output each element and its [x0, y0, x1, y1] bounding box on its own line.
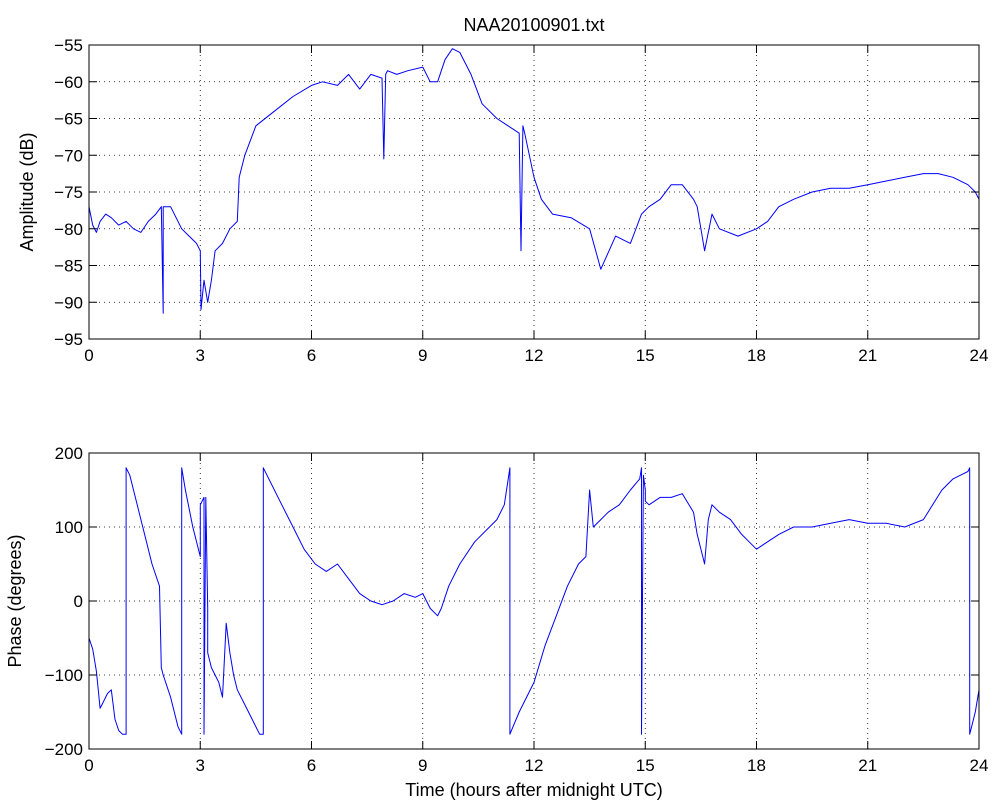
- amplitude-y-tick-label: −60: [54, 73, 83, 92]
- phase-y-tick-label: −200: [45, 740, 83, 759]
- phase-y-tick-label: 0: [74, 592, 83, 611]
- phase-x-tick-label: 3: [196, 756, 205, 775]
- phase-y-tick-label: 100: [55, 518, 83, 537]
- amplitude-panel: 0 3 6 9 12 15 18 21 24 −95 −90 −85 −80 −75 −70 −65 −60 −5…: [17, 15, 988, 365]
- phase-x-tick-label: 0: [84, 756, 93, 775]
- phase-tick-marks: [88, 452, 980, 750]
- amplitude-x-tick-label: 24: [970, 346, 989, 365]
- amplitude-grid: [89, 45, 979, 339]
- amplitude-y-tick-label: −90: [54, 293, 83, 312]
- phase-y-tick-label: 200: [55, 444, 83, 463]
- phase-x-tick-label: 6: [307, 756, 316, 775]
- amplitude-y-tick-label: −70: [54, 146, 83, 165]
- amplitude-y-tick-label: −80: [54, 220, 83, 239]
- amplitude-x-tick-label: 21: [858, 346, 877, 365]
- amplitude-y-tick-label: −75: [54, 183, 83, 202]
- phase-panel: 0 3 6 9 12 15 18 21 24 −200 −100 0 100 200 Time (hours…: [5, 444, 988, 800]
- phase-series-line: [88, 467, 980, 735]
- amplitude-x-tick-label: 15: [636, 346, 655, 365]
- phase-x-tick-label: 9: [418, 756, 427, 775]
- amplitude-chart-title: NAA20100901.txt: [463, 15, 604, 35]
- amplitude-x-tick-label: 0: [84, 346, 93, 365]
- amplitude-y-tick-label: −65: [54, 110, 83, 129]
- amplitude-x-tick-label: 6: [307, 346, 316, 365]
- amplitude-y-tick-label: −85: [54, 257, 83, 276]
- amplitude-x-tick-label: 18: [747, 346, 766, 365]
- phase-x-tick-label: 18: [747, 756, 766, 775]
- phase-x-tick-label: 12: [525, 756, 544, 775]
- amplitude-y-tick-label: −55: [54, 36, 83, 55]
- amplitude-x-tick-label: 9: [418, 346, 427, 365]
- amplitude-series-line: [88, 48, 980, 314]
- phase-grid: [89, 453, 979, 749]
- phase-x-tick-label: 21: [858, 756, 877, 775]
- phase-x-axis-label: Time (hours after midnight UTC): [405, 780, 662, 800]
- amplitude-y-axis-label: Amplitude (dB): [17, 132, 37, 251]
- amplitude-tick-marks: [88, 44, 980, 340]
- phase-y-axis-label: Phase (degrees): [5, 534, 25, 667]
- amplitude-x-tick-label: 3: [196, 346, 205, 365]
- phase-y-tick-label: −100: [45, 666, 83, 685]
- amplitude-x-tick-label: 12: [525, 346, 544, 365]
- phase-x-tick-label: 24: [970, 756, 989, 775]
- phase-x-tick-label: 15: [636, 756, 655, 775]
- amplitude-y-tick-label: −95: [54, 330, 83, 349]
